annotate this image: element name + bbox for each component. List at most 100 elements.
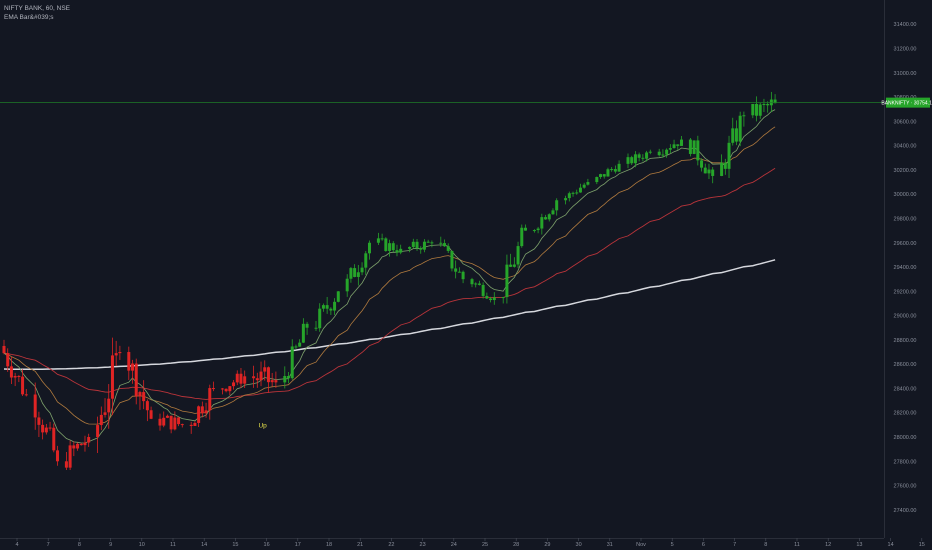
candle-body <box>399 248 403 253</box>
candle-body <box>492 297 496 301</box>
x-tick-label: 18 <box>326 542 332 548</box>
candle-body <box>727 142 731 169</box>
candle-body <box>169 415 173 430</box>
y-tick-label: 31000.00 <box>894 71 917 77</box>
candle-body <box>118 352 122 354</box>
candle-body <box>430 242 434 244</box>
x-tick-label: 11 <box>794 542 800 548</box>
candle-body <box>696 140 700 161</box>
x-tick-label: 12 <box>825 542 831 548</box>
candle-body <box>505 264 509 298</box>
candle-body <box>274 380 278 383</box>
candle-body <box>177 417 181 425</box>
candle-body <box>48 427 52 429</box>
x-tick-label: 8 <box>764 542 767 548</box>
candle-body <box>742 115 746 117</box>
candle-body <box>211 388 215 390</box>
candle-body <box>72 445 76 449</box>
x-tick-label: 9 <box>109 542 112 548</box>
y-tick-label: 28400.00 <box>894 386 917 392</box>
candle-body <box>703 167 707 174</box>
x-tick-label: 23 <box>420 542 426 548</box>
candle-body <box>734 128 738 142</box>
candle-body <box>602 174 606 177</box>
candle-body <box>766 104 770 106</box>
candle-body <box>37 417 41 425</box>
candle-body <box>149 410 153 419</box>
candle-body <box>595 177 599 183</box>
candle-body <box>329 308 333 311</box>
x-tick-label: Nov <box>636 542 646 548</box>
y-tick-label: 27800.00 <box>894 459 917 465</box>
candle-body <box>536 228 540 231</box>
candle-body <box>617 163 621 172</box>
candle-body <box>762 104 766 106</box>
x-tick-label: 5 <box>671 542 674 548</box>
x-tick-label: 22 <box>388 542 394 548</box>
candle-body <box>131 363 135 371</box>
candle-body <box>290 346 294 379</box>
candle-body <box>626 157 630 164</box>
candle-body <box>564 198 568 201</box>
candle-body <box>477 283 481 285</box>
y-tick-label: 31400.00 <box>894 22 917 28</box>
x-tick-label: 21 <box>357 542 363 548</box>
candle-body <box>243 376 247 384</box>
candle-body <box>96 425 100 438</box>
y-tick-label: 28200.00 <box>894 411 917 417</box>
candle-body <box>688 139 692 154</box>
candle-body <box>173 417 177 430</box>
candle-body <box>380 238 384 240</box>
candle-body <box>679 139 683 146</box>
candle-body <box>450 250 454 269</box>
y-tick-label: 28800.00 <box>894 338 917 344</box>
candle-body <box>259 371 263 381</box>
x-tick-label: 10 <box>139 542 145 548</box>
candle-body <box>255 378 259 381</box>
x-tick-label: 25 <box>482 542 488 548</box>
x-tick-label: 17 <box>295 542 301 548</box>
x-tick-label: 30 <box>576 542 582 548</box>
ema-slow-line <box>3 167 776 400</box>
candle-body <box>520 227 524 247</box>
y-tick-label: 28600.00 <box>894 362 917 368</box>
candle-body <box>21 376 25 395</box>
candle-body <box>165 415 169 418</box>
candle-body <box>516 246 520 265</box>
candle-body <box>301 323 305 343</box>
x-tick-label: 7 <box>47 542 50 548</box>
candle-body <box>773 99 777 104</box>
candle-body <box>630 157 634 164</box>
y-tick-label: 30400.00 <box>894 144 917 150</box>
candle-body <box>353 268 357 277</box>
candle-body <box>755 103 759 116</box>
candle-body <box>263 367 267 372</box>
candle-body <box>103 412 107 415</box>
candle-body <box>235 373 239 383</box>
candle-body <box>314 327 318 329</box>
candle-body <box>110 355 114 399</box>
candle-body <box>13 375 17 378</box>
x-tick-label: 14 <box>201 542 207 548</box>
candle-body <box>266 367 270 383</box>
candle-body <box>364 253 368 268</box>
candle-body <box>485 295 489 299</box>
x-tick-label: 29 <box>544 542 550 548</box>
y-tick-label: 28000.00 <box>894 435 917 441</box>
candle-body <box>99 414 103 426</box>
candle-body <box>446 246 450 251</box>
candle-body <box>723 162 727 169</box>
candle-body <box>613 169 617 172</box>
candle-body <box>208 388 212 411</box>
candle-body <box>439 242 443 244</box>
candle-body <box>360 267 364 273</box>
candle-body <box>391 243 395 251</box>
candle-body <box>489 298 493 301</box>
candle-body <box>64 461 68 468</box>
candle-body <box>270 380 274 383</box>
candle-body <box>731 128 735 143</box>
candle-body <box>298 342 302 347</box>
y-tick-label: 29600.00 <box>894 241 917 247</box>
